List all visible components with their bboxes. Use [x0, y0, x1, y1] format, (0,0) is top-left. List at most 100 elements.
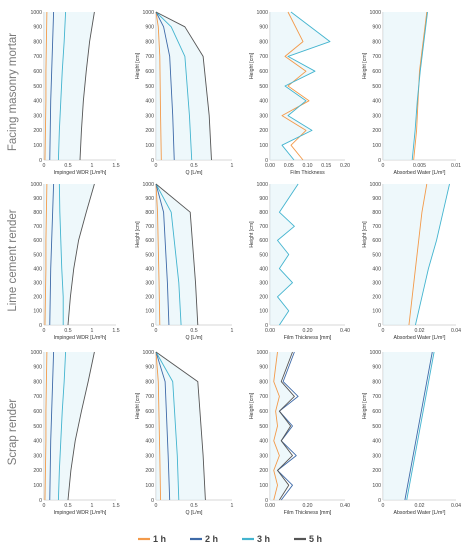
y-tick-label: 0: [265, 158, 268, 164]
y-tick-label: 1000: [256, 182, 268, 188]
x-tick-label: 1: [231, 503, 234, 509]
y-tick-label: 700: [259, 224, 268, 230]
y-tick-label: 200: [33, 295, 42, 301]
y-tick-label: 1000: [256, 10, 268, 16]
y-tick-label: 100: [33, 483, 42, 489]
y-tick-label: 500: [259, 84, 268, 90]
x-tick-label: 1: [231, 163, 234, 169]
y-tick-label: 100: [145, 309, 154, 315]
legend-label: 5 h: [309, 534, 322, 544]
series-fill: [44, 184, 95, 325]
x-tick-label: 0.5: [190, 503, 197, 509]
y-tick-label: 300: [145, 113, 154, 119]
y-tick-label: 100: [259, 143, 268, 149]
y-tick-label: 700: [259, 394, 268, 400]
y-tick-label: 700: [259, 54, 268, 60]
series-line: [155, 183, 182, 326]
y-tick-label: 400: [145, 266, 154, 272]
x-tick-label: 1: [91, 328, 94, 334]
series-line: [49, 11, 55, 161]
y-tick-label: 1000: [30, 182, 42, 188]
y-tick-label: 900: [33, 365, 42, 371]
y-tick-label: 100: [33, 309, 42, 315]
y-tick-label: 0: [265, 323, 268, 329]
x-tick-label: 0.10: [302, 163, 312, 169]
x-tick-label: 0.01: [451, 163, 461, 169]
y-tick-label: 400: [145, 99, 154, 105]
y-tick-label: 200: [259, 468, 268, 474]
y-tick-label: 600: [259, 238, 268, 244]
y-tick-label: 900: [372, 196, 381, 202]
legend: 1 h 2 h 3 h 5 h: [138, 534, 322, 544]
y-axis-label: Height [cm]: [362, 392, 368, 419]
y-tick-label: 100: [259, 309, 268, 315]
legend-label: 3 h: [257, 534, 270, 544]
x-tick-label: 0.04: [451, 503, 461, 509]
y-axis-label: Height [cm]: [135, 52, 141, 79]
y-tick-label: 1000: [369, 350, 381, 356]
series-line: [57, 351, 67, 501]
y-tick-label: 900: [33, 25, 42, 31]
row-title: Lime cement render: [7, 209, 19, 311]
x-axis-label: Absorbed Water [L/m²]: [394, 335, 447, 341]
y-tick-label: 600: [33, 69, 42, 75]
y-tick-label: 600: [259, 69, 268, 75]
legend-label: 2 h: [205, 534, 218, 544]
x-tick-label: 0.15: [321, 163, 331, 169]
y-tick-label: 1000: [369, 10, 381, 16]
series-line: [49, 183, 55, 326]
series-line: [277, 183, 299, 326]
y-tick-label: 600: [33, 238, 42, 244]
row-title: Facing masonry mortar: [7, 33, 19, 151]
y-tick-label: 100: [145, 143, 154, 149]
y-tick-label: 1000: [142, 10, 154, 16]
x-tick-label: 1.5: [112, 503, 119, 509]
y-tick-label: 0: [378, 323, 381, 329]
y-tick-label: 1000: [369, 182, 381, 188]
series-line: [155, 11, 162, 161]
series-line: [155, 183, 161, 326]
series-line: [155, 183, 170, 326]
y-tick-label: 300: [372, 113, 381, 119]
y-tick-label: 900: [372, 25, 381, 31]
y-tick-label: 200: [33, 468, 42, 474]
x-axis-label: Q [L/m]: [185, 510, 203, 516]
x-tick-label: 0.20: [302, 328, 312, 334]
x-tick-label: 0: [155, 328, 158, 334]
series-line: [281, 11, 331, 161]
y-tick-label: 900: [145, 196, 154, 202]
series-line: [155, 11, 212, 161]
series-line: [155, 351, 180, 501]
y-tick-label: 300: [33, 453, 42, 459]
x-tick-label: 0.05: [284, 163, 294, 169]
y-tick-label: 400: [33, 99, 42, 105]
y-tick-label: 300: [259, 281, 268, 287]
series-fill: [44, 352, 95, 500]
y-tick-label: 500: [33, 424, 42, 430]
series-line: [155, 351, 162, 501]
y-axis-label: Height [cm]: [249, 52, 255, 79]
series-line: [57, 11, 67, 161]
y-tick-label: 500: [145, 424, 154, 430]
series-line: [58, 183, 64, 325]
series-fill: [156, 184, 198, 325]
x-tick-label: 0.5: [64, 163, 71, 169]
y-tick-label: 400: [259, 439, 268, 445]
y-tick-label: 800: [372, 379, 381, 385]
y-tick-label: 900: [259, 196, 268, 202]
y-tick-label: 500: [372, 84, 381, 90]
y-tick-label: 0: [265, 498, 268, 504]
y-tick-label: 800: [259, 210, 268, 216]
series-line: [155, 11, 193, 161]
series-line: [155, 183, 199, 326]
y-tick-label: 600: [372, 69, 381, 75]
series-line: [44, 183, 48, 326]
y-axis-label: Height [cm]: [135, 221, 141, 248]
y-tick-label: 200: [372, 468, 381, 474]
y-tick-label: 700: [33, 54, 42, 60]
series-fill: [383, 184, 450, 325]
y-tick-label: 700: [372, 224, 381, 230]
y-tick-label: 500: [33, 252, 42, 258]
x-tick-label: 0.02: [414, 503, 424, 509]
